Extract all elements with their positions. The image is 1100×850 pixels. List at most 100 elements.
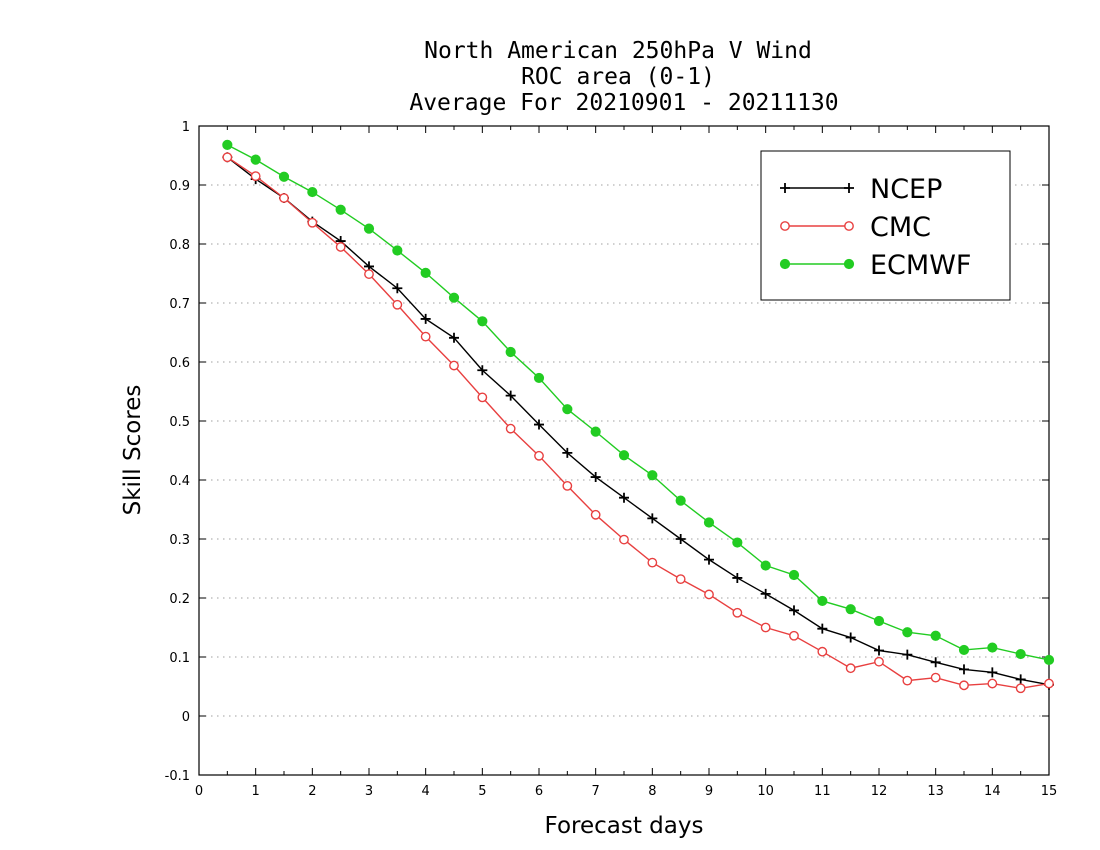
x-tick-label: 4 bbox=[422, 784, 430, 799]
series-point bbox=[562, 404, 573, 415]
x-tick-label: 9 bbox=[705, 784, 713, 799]
y-tick-label: 0.6 bbox=[169, 356, 190, 371]
series-point bbox=[789, 605, 799, 616]
x-tick-label: 15 bbox=[1041, 784, 1058, 799]
chart-title-line-3: Average For 20210901 - 20211130 bbox=[409, 90, 838, 116]
series-point bbox=[505, 390, 516, 401]
series-point bbox=[930, 672, 941, 683]
x-tick-label: 12 bbox=[871, 784, 888, 799]
series-point bbox=[477, 316, 488, 327]
series-point bbox=[844, 221, 854, 231]
series-point bbox=[420, 313, 431, 324]
x-tick-label: 2 bbox=[308, 784, 316, 799]
y-tick-label: 0.1 bbox=[169, 651, 190, 666]
chart-title-line-2: ROC area (0-1) bbox=[521, 64, 715, 90]
y-tick-label: 0 bbox=[182, 710, 190, 725]
series-point bbox=[590, 426, 601, 437]
y-tick-label: -0.1 bbox=[165, 769, 190, 784]
series-point bbox=[675, 534, 686, 544]
y-tick-label: 0.3 bbox=[169, 533, 190, 548]
series-point bbox=[250, 171, 261, 182]
legend-label: ECMWF bbox=[870, 250, 971, 281]
series-point bbox=[590, 472, 601, 483]
series-point bbox=[930, 657, 941, 668]
series-point bbox=[222, 139, 233, 150]
series-point bbox=[930, 630, 941, 641]
series-point bbox=[222, 152, 233, 163]
series-point bbox=[618, 450, 630, 461]
x-tick-label: 0 bbox=[195, 784, 203, 799]
series-point bbox=[420, 267, 431, 279]
series-point bbox=[477, 365, 488, 376]
chart-title-line-1: North American 250hPa V Wind bbox=[424, 38, 812, 64]
series-point bbox=[392, 299, 403, 310]
series-point bbox=[449, 332, 459, 343]
series-point bbox=[420, 331, 431, 342]
series-point bbox=[590, 509, 601, 520]
series-point bbox=[1015, 683, 1026, 694]
series-point bbox=[1015, 674, 1026, 685]
series-point bbox=[505, 423, 516, 434]
series-point bbox=[874, 656, 884, 667]
series-point bbox=[817, 595, 828, 607]
series-point bbox=[250, 154, 261, 165]
x-tick-label: 3 bbox=[365, 784, 373, 799]
series-point bbox=[704, 589, 714, 600]
legend-label: CMC bbox=[870, 212, 931, 243]
series-point bbox=[363, 223, 375, 234]
series-point bbox=[817, 646, 828, 657]
x-tick-label: 8 bbox=[648, 784, 656, 799]
series-point bbox=[987, 642, 998, 653]
x-tick-label: 10 bbox=[757, 784, 774, 799]
series-point bbox=[534, 450, 544, 461]
legend-label: NCEP bbox=[870, 174, 942, 205]
y-axis-label: Skill Scores bbox=[120, 385, 146, 516]
series-point bbox=[845, 632, 856, 643]
series-point bbox=[392, 245, 403, 256]
series-point bbox=[959, 680, 969, 691]
series-point bbox=[449, 360, 459, 371]
x-tick-label: 7 bbox=[592, 784, 600, 799]
series-point bbox=[477, 392, 488, 403]
x-tick-label: 5 bbox=[478, 784, 486, 799]
series-point bbox=[392, 283, 403, 294]
series-point bbox=[335, 242, 346, 252]
y-tick-label: 0.5 bbox=[169, 415, 190, 430]
series-point bbox=[307, 186, 318, 198]
series-line-ncep bbox=[226, 156, 1050, 686]
series-point bbox=[1015, 648, 1026, 660]
series-point bbox=[788, 569, 800, 581]
series-cmc bbox=[222, 152, 1054, 694]
series-point bbox=[780, 221, 790, 231]
series-point bbox=[760, 622, 771, 633]
series-point bbox=[845, 663, 856, 674]
x-tick-label: 6 bbox=[535, 784, 543, 799]
axis-ticks: -0.100.10.20.30.40.50.60.70.80.910 1 2 3 4 5 6… bbox=[165, 120, 1058, 799]
y-tick-label: 0.8 bbox=[169, 238, 190, 253]
series-point bbox=[278, 171, 290, 182]
series-point bbox=[675, 495, 686, 506]
series-point bbox=[760, 588, 771, 599]
series-point bbox=[902, 627, 913, 638]
series-point bbox=[1043, 654, 1055, 666]
legend-item-ncep: NCEP bbox=[780, 174, 942, 205]
series-point bbox=[448, 292, 460, 303]
series-point bbox=[873, 615, 885, 627]
series-point bbox=[675, 574, 686, 585]
series-point bbox=[505, 346, 516, 358]
series-point bbox=[562, 447, 573, 458]
x-tick-label: 11 bbox=[814, 784, 831, 799]
series-point bbox=[958, 644, 970, 656]
x-tick-label: 14 bbox=[984, 784, 1001, 799]
x-tick-label: 1 bbox=[252, 784, 260, 799]
series-point bbox=[987, 667, 998, 678]
x-axis-label: Forecast days bbox=[545, 813, 704, 839]
series-point bbox=[732, 572, 743, 583]
legend-item-cmc: CMC bbox=[780, 212, 931, 243]
series-point bbox=[533, 372, 545, 384]
series-point bbox=[1044, 678, 1054, 689]
series-point bbox=[647, 470, 658, 481]
series-layer bbox=[222, 139, 1055, 694]
series-point bbox=[619, 492, 629, 503]
